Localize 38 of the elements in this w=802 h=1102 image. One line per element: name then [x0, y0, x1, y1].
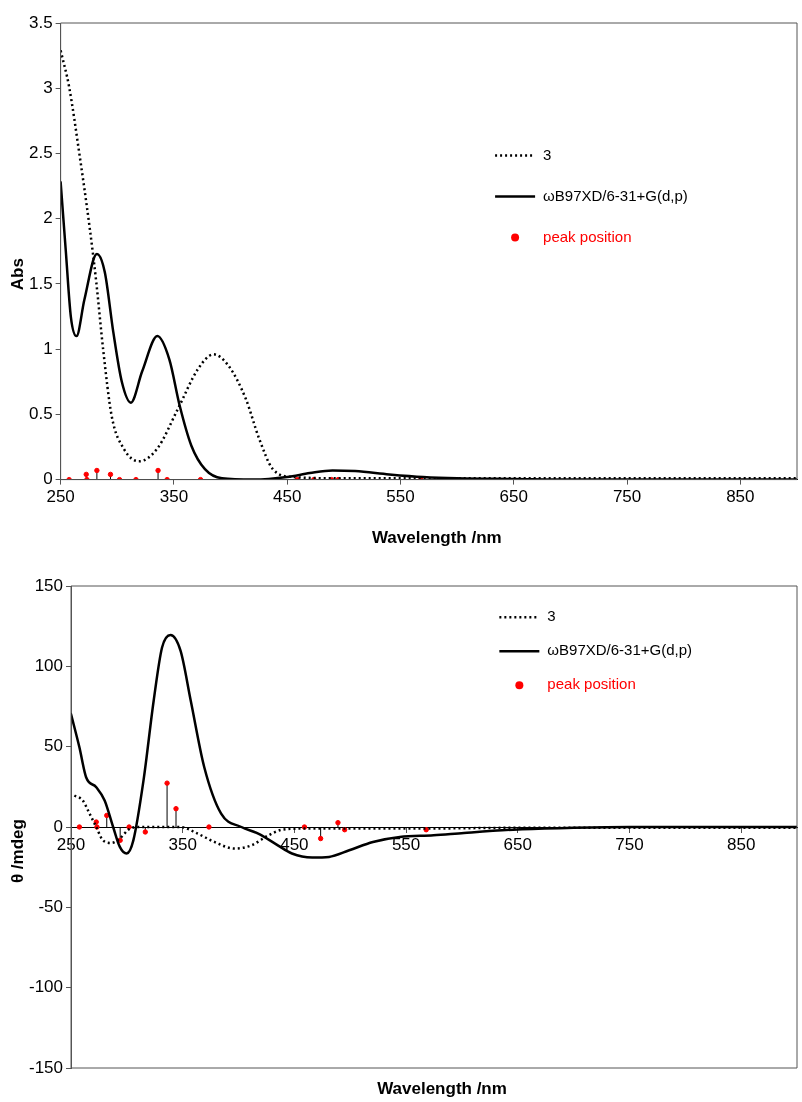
y-tick-label: 0.5: [28, 404, 53, 424]
legend-label: 3: [543, 145, 552, 163]
y-tick-label: 50: [44, 736, 64, 756]
x-tick-label: 850: [726, 834, 756, 854]
y-axis-title: θ /mdeg: [7, 819, 27, 884]
y-tick-label: 150: [34, 575, 64, 595]
y-tick-label: -50: [38, 897, 64, 917]
x-tick-label: 850: [726, 487, 755, 507]
y-tick-label: 3: [43, 77, 53, 97]
y-tick-label: -100: [28, 977, 64, 997]
x-tick-label: 750: [615, 834, 644, 854]
x-tick-label: 650: [503, 834, 532, 854]
x-tick-label: 350: [168, 834, 197, 854]
y-tick-label: 1: [43, 338, 53, 358]
x-tick-label: 250: [46, 487, 75, 507]
y-axis-title: Abs: [7, 258, 27, 291]
y-tick-label: -150: [28, 1057, 64, 1077]
y-tick-label: 1.5: [28, 273, 53, 293]
x-axis-title: Wavelength /nm: [371, 528, 502, 548]
x-tick-label: 450: [280, 834, 309, 854]
y-tick-label: 2.5: [28, 143, 53, 163]
legend-label: ωB97XD/6-31+G(d,p): [543, 186, 688, 204]
legend-label: peak position: [543, 227, 632, 245]
legend-label: peak position: [547, 675, 636, 693]
y-tick-label: 0: [53, 816, 64, 836]
y-tick-label: 100: [34, 656, 64, 676]
x-axis-title: Wavelength /nm: [377, 1079, 507, 1099]
x-tick-label: 550: [386, 487, 415, 507]
y-tick-label: 3.5: [28, 12, 53, 32]
x-tick-label: 750: [612, 487, 642, 507]
legend-label: ωB97XD/6-31+G(d,p): [547, 641, 693, 659]
y-tick-label: 0: [43, 469, 53, 489]
x-tick-label: 550: [391, 834, 421, 854]
y-tick-label: 2: [43, 208, 53, 228]
x-tick-label: 350: [159, 487, 189, 507]
legend-label: 3: [547, 607, 556, 625]
x-tick-label: 650: [499, 487, 528, 507]
x-tick-label: 450: [273, 487, 302, 507]
